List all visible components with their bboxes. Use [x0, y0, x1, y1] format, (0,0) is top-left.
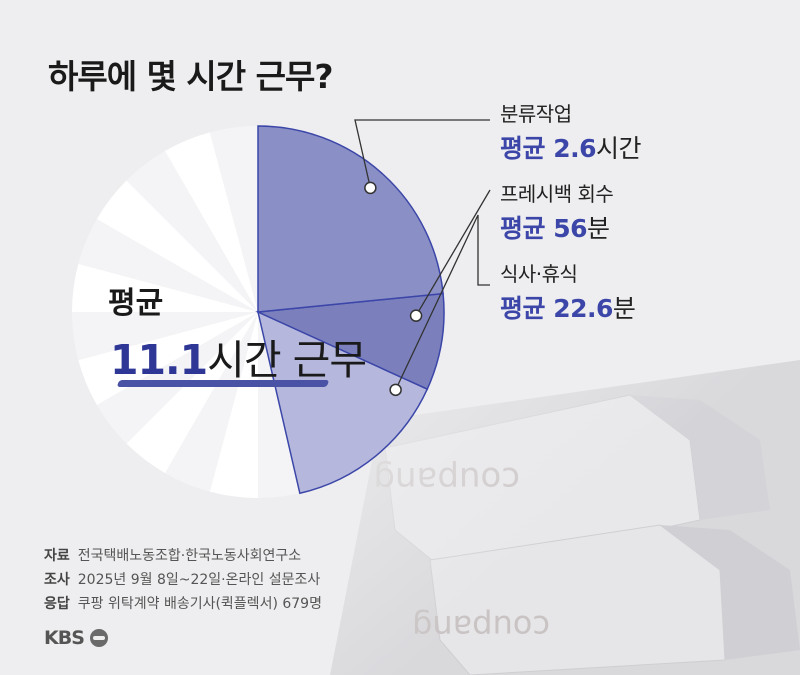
callout-value: 평균 22.6분 — [500, 294, 636, 323]
pie-background-wedge — [126, 150, 258, 312]
leader-marker — [364, 181, 377, 195]
pie-background-wedge — [72, 312, 258, 361]
callout-label: 식사·휴식 — [500, 262, 578, 286]
pie-background-wedge — [78, 219, 258, 312]
average-hours-suffix: 시간 근무 — [207, 336, 367, 384]
callout-freshbag: 프레시백 회수 평균 56분 — [500, 178, 614, 245]
callout-value: 평균 2.6시간 — [500, 134, 642, 163]
source-row: 자료 전국택배노동조합·한국노동사회연구소 — [44, 548, 302, 564]
pie-slice-sorting — [257, 125, 444, 313]
average-hours: 11.1시간 근무 — [110, 326, 367, 386]
callout-meal-rest: 식사·휴식 평균 22.6분 — [500, 258, 636, 325]
source-notes: 자료 전국택배노동조합·한국노동사회연구소 조사 2025년 9월 8일~22일·온… — [44, 544, 322, 616]
pie-background-wedge — [126, 312, 258, 474]
callout-label: 분류작업 — [500, 102, 572, 126]
pie-background-wedge — [72, 263, 258, 312]
average-hours-number: 11.1 — [110, 336, 208, 384]
kbs-logo: KBS — [44, 627, 108, 649]
pie-background-wedge — [165, 312, 258, 492]
callout-label: 프레시백 회수 — [500, 182, 614, 206]
leader-marker — [389, 383, 402, 397]
pie-background-wedge — [96, 180, 258, 312]
page-title: 하루에 몇 시간 근무? — [48, 57, 333, 96]
leader-line — [395, 214, 490, 391]
callout-sorting: 분류작업 평균 2.6시간 — [500, 98, 642, 165]
kbs-logo-icon — [89, 629, 108, 647]
kbs-logo-text: KBS — [44, 627, 85, 649]
leader-line — [354, 119, 490, 189]
average-label: 평균 — [108, 286, 164, 321]
pie-background-wedge — [209, 126, 258, 312]
survey-row: 조사 2025년 9월 8일~22일·온라인 설문조사 — [44, 572, 321, 588]
leader-line — [415, 189, 491, 316]
pie-background-wedge — [165, 132, 258, 312]
pie-background-wedge — [96, 312, 258, 444]
pie-background-wedge — [209, 312, 258, 498]
pie-slice-meal-rest — [256, 310, 429, 495]
callout-value: 평균 56분 — [500, 214, 610, 243]
average-underline — [116, 380, 330, 387]
respondent-row: 응답 쿠팡 위탁계약 배송기사(퀵플렉서) 679명 — [44, 596, 322, 612]
pie-slice-freshbag — [255, 292, 445, 391]
leader-marker — [409, 309, 423, 322]
